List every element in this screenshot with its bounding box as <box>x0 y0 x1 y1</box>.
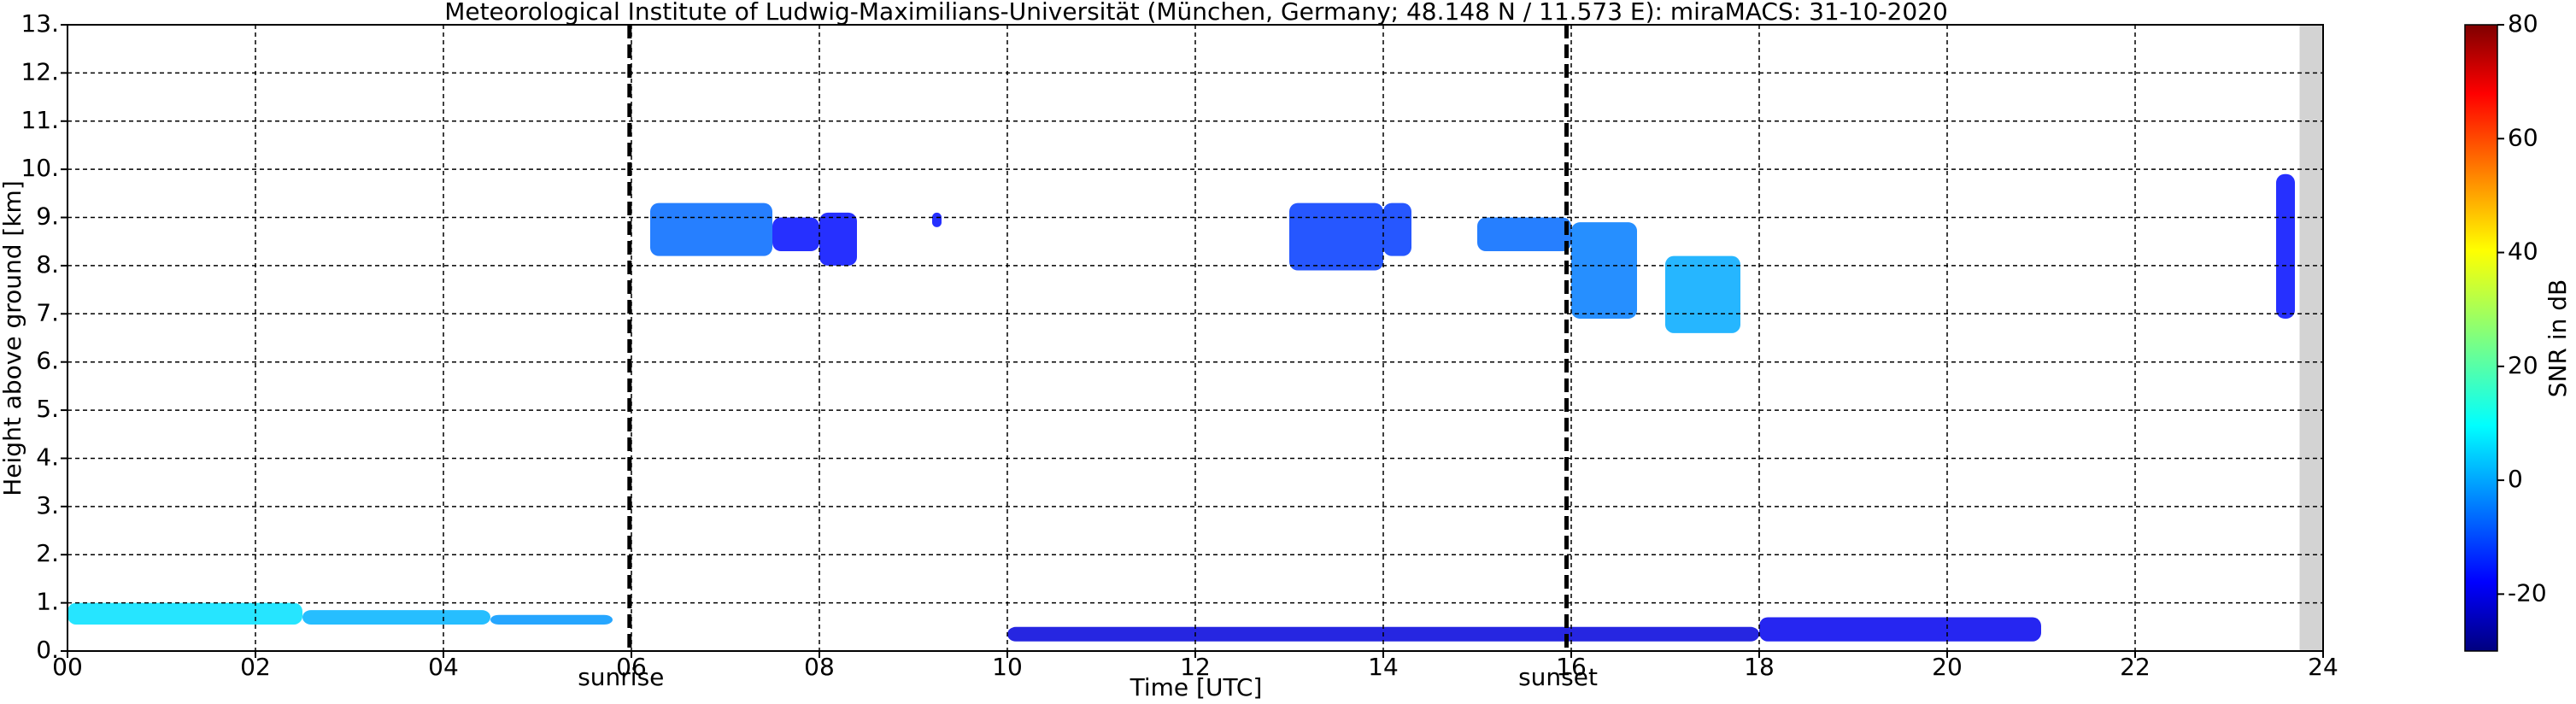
x-tick-label: 22 <box>2120 653 2151 681</box>
colorbar-tick-label: 80 <box>2508 9 2538 38</box>
y-tick-label: 8. <box>36 250 59 279</box>
y-tick-label: 1. <box>36 588 59 616</box>
x-tick-label: 14 <box>1368 653 1399 681</box>
echo <box>819 212 857 266</box>
colorbar-tick-label: -20 <box>2508 578 2547 607</box>
x-tick-label: 10 <box>992 653 1023 681</box>
x-tick-label: 18 <box>1744 653 1775 681</box>
y-tick-label: 9. <box>36 202 59 231</box>
y-tick-label: 0. <box>36 636 59 664</box>
x-tick-label: 24 <box>2308 653 2338 681</box>
echo <box>1477 217 1571 252</box>
x-tick-label: 08 <box>804 653 835 681</box>
echo <box>1759 617 2041 642</box>
y-tick-label: 4. <box>36 443 59 471</box>
x-tick-label: 06 <box>616 653 647 681</box>
no-data-region <box>2299 25 2323 651</box>
x-tick-label: 16 <box>1556 653 1587 681</box>
colorbar-tick-label: 40 <box>2508 238 2538 266</box>
echo <box>650 202 772 256</box>
x-tick-label: 00 <box>52 653 83 681</box>
colorbar-tick-label: 60 <box>2508 123 2538 151</box>
plot-frame <box>67 24 2324 652</box>
colorbar-label: SNR in dB <box>2544 279 2572 397</box>
y-tick-label: 11. <box>21 106 59 134</box>
colorbar <box>2464 24 2498 652</box>
x-tick-label: 20 <box>1932 653 1963 681</box>
x-axis-label: Time [UTC] <box>1130 673 1263 701</box>
x-tick-label: 12 <box>1180 653 1211 681</box>
echo <box>1289 202 1383 271</box>
echo <box>1665 255 1740 333</box>
echo <box>772 217 819 252</box>
echo <box>302 610 490 625</box>
annotation-label: sunset <box>1518 663 1598 691</box>
colorbar-tick-label: 20 <box>2508 351 2538 379</box>
y-tick-label: 7. <box>36 298 59 326</box>
y-tick-label: 2. <box>36 539 59 567</box>
echo <box>1571 222 1637 319</box>
echo <box>67 602 302 625</box>
y-tick-label: 13. <box>21 9 59 38</box>
y-tick-label: 3. <box>36 491 59 519</box>
chart-title: Meteorological Institute of Ludwig-Maxim… <box>444 0 1948 26</box>
x-tick-label: 04 <box>428 653 459 681</box>
echo <box>490 614 613 625</box>
echo <box>932 212 942 227</box>
y-tick-label: 12. <box>21 57 59 85</box>
y-tick-label: 6. <box>36 347 59 375</box>
y-axis-label: Height above ground [km] <box>0 180 26 496</box>
x-tick-label: 02 <box>240 653 271 681</box>
annotation-label: sunrise <box>578 663 664 691</box>
y-tick-label: 5. <box>36 395 59 423</box>
echo <box>1383 202 1411 256</box>
colorbar-tick-label: 0 <box>2508 465 2523 493</box>
echo <box>2276 173 2295 319</box>
y-tick-label: 10. <box>21 154 59 182</box>
